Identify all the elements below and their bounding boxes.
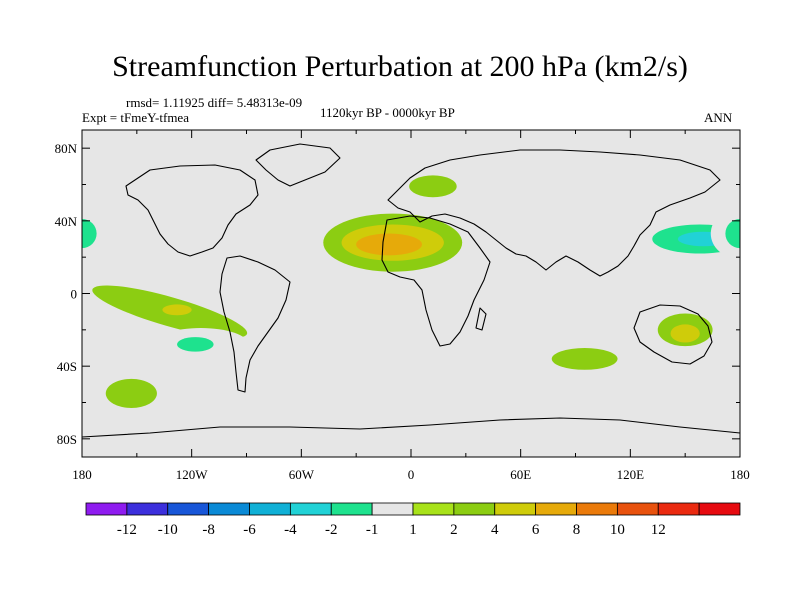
anomaly-contour-14 [177,337,214,352]
y-tick-label: 80S [57,432,77,447]
anomaly-contour-7 [82,219,97,249]
colorbar-bin [85,502,128,516]
y-tick-label: 0 [71,287,78,302]
colorbar-label: -1 [366,522,379,538]
colorbar-bin [167,502,210,516]
experiment-label: Expt = tFmeY-tfmea [82,110,189,125]
season-label: ANN [704,110,733,125]
rmsd-diff-label: rmsd= 1.11925 diff= 5.48313e-09 [126,95,303,110]
coastline-australia [633,304,713,365]
anomaly-contour-18 [488,296,598,328]
anomaly-contour-8 [456,246,519,276]
coastline-north-america [125,164,259,257]
colorbar-bin [208,502,250,516]
colorbar-bin [657,502,700,516]
coastline-madagascar [475,307,487,331]
anomaly-contour-23 [551,348,618,370]
colorbar-label: 6 [532,522,540,538]
x-tick-label: 180 [730,467,750,482]
y-tick-label: 80N [55,141,78,156]
colorbar-bin [535,502,577,516]
axes: 180 120W 60W 0 60E 120E 180 80N 40N 0 40S 80S [55,130,750,482]
anomaly-contour-10 [409,175,457,198]
colorbar-bin [371,502,414,516]
anomaly-contour-7-wrap [725,219,740,249]
colorbar-label: -6 [243,522,256,538]
colorbar-bin [616,502,659,516]
period-label: 1120kyr BP - 0000kyr BP [320,105,455,120]
colorbar-bin [494,502,537,516]
coastlines [82,143,740,438]
coastline-eurasia [387,149,721,277]
colorbar-label: -8 [202,522,215,538]
anomaly-contour-21 [670,324,700,343]
colorbar-bin [698,502,741,516]
colorbar-label: -2 [325,522,338,538]
colorbar-label: -4 [284,522,297,538]
colorbar-bin [576,502,618,516]
anomaly-contour-17 [351,310,427,350]
anomaly-contour-2 [356,233,422,256]
colorbar-bin [249,502,291,516]
colorbar-label: 8 [573,522,581,538]
colorbar-bin [412,502,455,516]
anomaly-contour-12 [162,304,192,316]
coastline-africa [381,215,491,347]
coastline-greenland [255,143,341,187]
colorbar-bin [289,502,332,516]
x-tick-label: 60W [289,467,315,482]
coastline-antarctica [82,417,740,438]
y-tick-label: 40S [57,359,77,374]
colorbar-label: -12 [117,522,137,538]
colorbar-label: 2 [450,522,458,538]
x-tick-label: 0 [408,467,415,482]
coastline-south-america [219,255,291,393]
x-tick-label: 120W [176,467,209,482]
anomaly-fields [82,173,740,408]
colorbar-label: 12 [651,522,666,538]
map-background [82,130,740,457]
colorbar-label: -10 [158,522,178,538]
x-tick-label: 120E [617,467,645,482]
chart-title: Streamfunction Perturbation at 200 hPa (… [112,50,688,83]
colorbar-label: 4 [491,522,499,538]
colorbar: -12 -10 -8 -6 -4 -2 -1 1 2 4 6 8 10 12 [85,502,741,538]
colorbar-label: 10 [610,522,625,538]
colorbar-bin [330,502,373,516]
anomaly-contour-22 [644,380,708,407]
y-tick-label: 40N [55,214,78,229]
colorbar-bin [126,502,169,516]
colorbar-bin [453,502,496,516]
x-tick-label: 180 [72,467,92,482]
anomaly-contour-9 [337,173,368,196]
anomaly-contour-15 [105,378,157,408]
colorbar-label: 1 [409,522,417,538]
x-tick-label: 60E [510,467,531,482]
